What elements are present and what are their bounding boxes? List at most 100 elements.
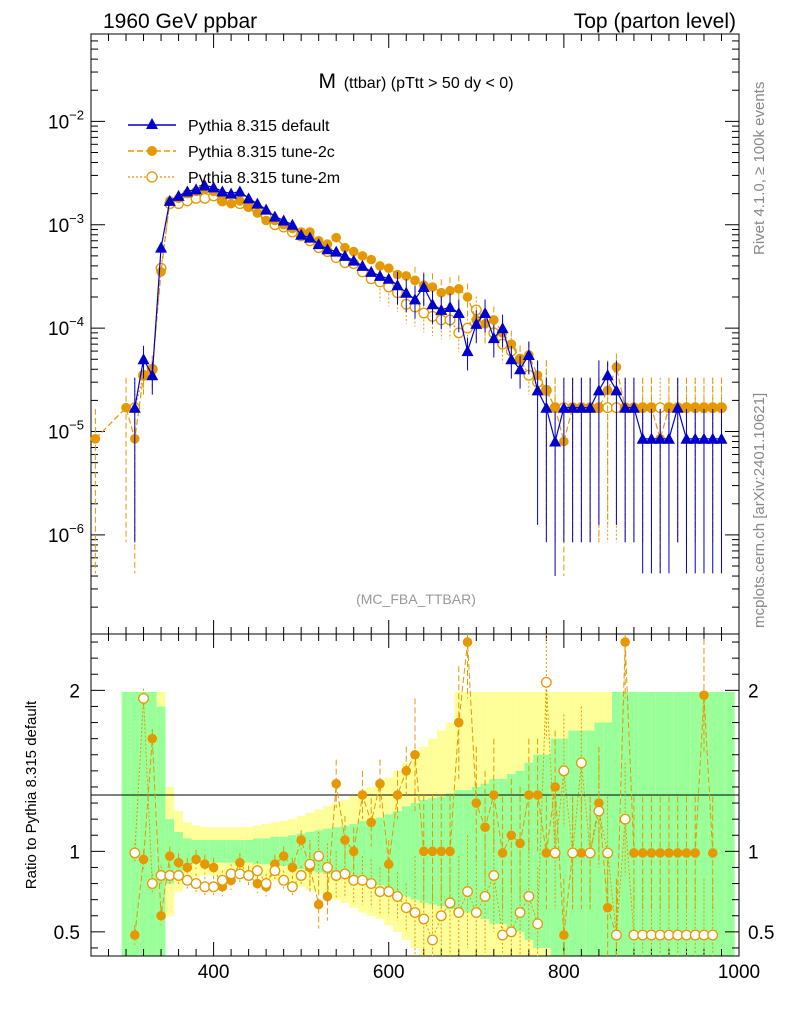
ratio-data-point	[453, 907, 465, 918]
data-point	[664, 402, 674, 413]
ratio-data-point	[629, 848, 639, 858]
ratio-data-point	[637, 848, 648, 858]
main-axis-ticks	[91, 33, 740, 634]
data-point	[163, 194, 176, 206]
ratio-data-point	[287, 862, 298, 873]
data-point	[235, 196, 245, 206]
ratio-data-point	[173, 857, 184, 868]
x-tick-labels: 400 600 800 1000	[198, 962, 760, 983]
plot-title-sub: (ttbar) (pTtt > 50 dy < 0)	[344, 75, 514, 92]
ratio-data-point	[435, 910, 447, 922]
ratio-data-point	[129, 847, 141, 859]
data-point	[366, 254, 377, 265]
ratio-data-point	[339, 868, 351, 880]
ratio-data-point	[321, 862, 333, 873]
ratio-y-tick-label-right: 2	[748, 681, 759, 702]
ratio-band-green	[261, 838, 271, 865]
legend-label-tune-2m: Pythia 8.315 tune-2m	[188, 170, 340, 187]
ratio-y-tick-label: 1	[69, 842, 80, 863]
ratio-series-open-circle	[129, 634, 719, 956]
ratio-data-point	[418, 913, 430, 925]
main-series	[90, 179, 728, 577]
ratio-data-point	[365, 878, 377, 890]
ratio-data-point	[331, 778, 341, 789]
ratio-y-tick-label: 0.5	[54, 923, 80, 944]
ratio-data-point	[322, 891, 333, 902]
data-point	[243, 201, 254, 212]
data-point	[496, 322, 509, 334]
ratio-band-green	[725, 691, 735, 956]
mcplots-label: mcplots.cern.ch [arXiv:2401.10621]	[751, 393, 768, 628]
data-point	[356, 259, 369, 271]
data-point	[654, 432, 667, 444]
data-point	[181, 185, 194, 197]
data-point	[338, 249, 351, 261]
data-point	[128, 401, 141, 413]
ratio-data-point	[497, 848, 508, 858]
header-right: Top (parton level)	[574, 10, 736, 33]
ratio-band-green	[699, 691, 709, 956]
data-point	[277, 214, 290, 226]
data-point	[146, 369, 159, 381]
ratio-band-green	[235, 840, 245, 863]
ratio-band-green	[139, 691, 148, 956]
ratio-band-green	[375, 817, 385, 886]
ratio-data-point	[330, 870, 342, 881]
ratio-data-point	[707, 848, 718, 858]
data-point	[383, 263, 394, 273]
ratio-data-point	[436, 846, 447, 857]
data-point	[348, 246, 359, 257]
ratio-data-point	[575, 757, 587, 769]
ratio-data-point	[593, 805, 605, 817]
data-point	[207, 181, 220, 193]
ratio-data-point	[392, 790, 403, 800]
data-point	[357, 251, 368, 261]
ratio-data-point	[672, 848, 683, 858]
data-point	[707, 402, 718, 413]
ratio-data-point	[208, 862, 219, 873]
ratio-data-point	[208, 881, 220, 893]
legend-marker-tune-2c	[147, 146, 157, 156]
data-point	[522, 348, 535, 360]
ratio-band-green	[480, 783, 490, 919]
ratio-data-point	[541, 848, 552, 858]
data-point	[340, 242, 350, 253]
data-point	[260, 203, 273, 215]
y-tick-label: 10−2	[48, 107, 84, 133]
ratio-y-tick-label-right: 1	[748, 842, 759, 863]
data-point	[199, 192, 211, 204]
ratio-data-point	[514, 907, 526, 918]
main-panel: 10−6 10−5 10−4 10−3 10−2 M (ttbar) (pTtt > 5…	[48, 33, 740, 635]
ratio-band-green	[717, 691, 726, 956]
ratio-data-point	[523, 890, 535, 902]
ratio-data-point	[427, 846, 438, 857]
data-point	[347, 254, 360, 266]
ratio-data-point	[252, 878, 263, 889]
data-point	[489, 315, 499, 325]
ratio-band-green	[200, 840, 210, 863]
ratio-data-point	[707, 929, 719, 941]
data-point	[646, 402, 657, 413]
ratio-data-point	[401, 766, 412, 776]
data-point	[452, 307, 465, 319]
data-point	[514, 363, 527, 375]
data-point	[365, 265, 378, 277]
legend-marker-tune-2m	[146, 171, 158, 183]
data-point	[172, 189, 185, 201]
ratio-band-green	[401, 806, 411, 897]
ratio-data-point	[488, 870, 500, 881]
ratio-data-point	[532, 918, 544, 930]
y-tick-label: 10−3	[48, 211, 84, 237]
ratio-data-point	[392, 890, 403, 902]
ratio-data-point	[278, 851, 289, 861]
data-point	[137, 353, 150, 365]
legend-label-default: Pythia 8.315 default	[188, 118, 330, 135]
ratio-band-green	[121, 691, 131, 956]
data-point	[575, 401, 588, 413]
ratio-data-point	[655, 848, 665, 858]
ratio-data-point	[444, 897, 456, 909]
ratio-y-tick-label-right: 0.5	[748, 923, 774, 944]
legend: Pythia 8.315 default Pythia 8.315 tune-2…	[128, 118, 340, 187]
ratio-band-green	[182, 838, 192, 865]
ratio-data-point	[427, 934, 438, 946]
